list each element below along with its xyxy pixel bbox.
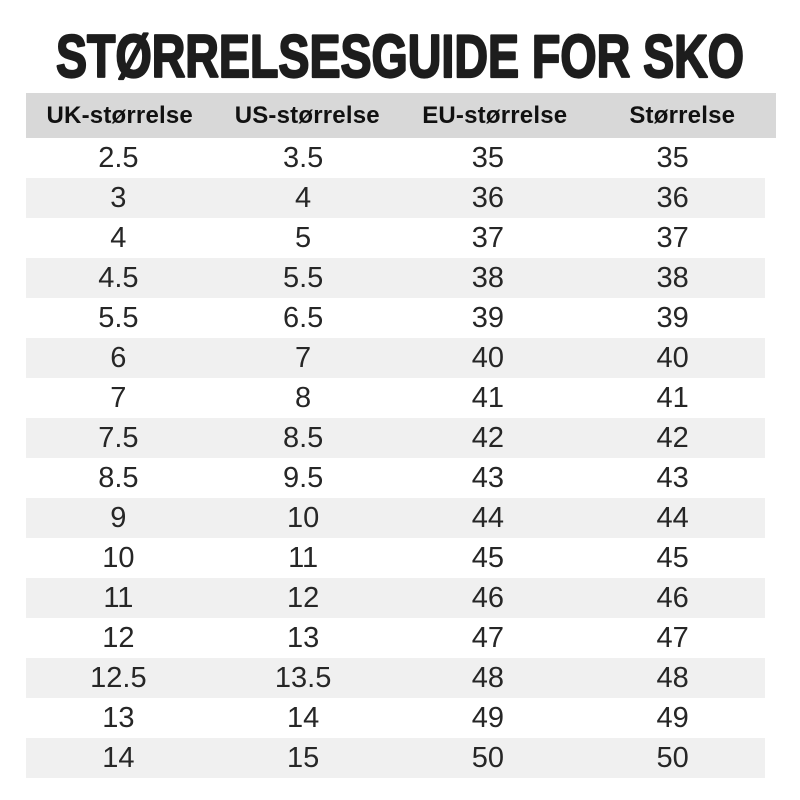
size-cell: 12 bbox=[102, 621, 135, 654]
table-row: 2.5 3.5 35 35 bbox=[26, 138, 765, 178]
size-cell: 48 bbox=[656, 661, 689, 694]
size-cell: 42 bbox=[471, 421, 504, 454]
size-cell: 4 bbox=[295, 181, 312, 214]
size-cell: 47 bbox=[656, 621, 689, 654]
size-cell: 45 bbox=[471, 541, 504, 574]
size-cell: 13 bbox=[286, 621, 320, 654]
column-header-uk: UK-størrelse bbox=[46, 101, 193, 129]
size-cell: 13.5 bbox=[274, 661, 332, 694]
size-cell: 41 bbox=[656, 381, 689, 414]
table-row: 6 7 40 40 bbox=[26, 338, 765, 378]
size-cell: 2.5 bbox=[98, 141, 139, 174]
size-cell: 4.5 bbox=[98, 261, 139, 294]
size-table-body: 2.5 3.5 35 35 3 4 36 36 4 5 37 37 4.5 5.5 38 38 5.5 6.5 39… bbox=[26, 138, 765, 778]
size-cell: 47 bbox=[471, 621, 504, 654]
table-row: 7.5 8.5 42 42 bbox=[26, 418, 765, 458]
table-row: 8.5 9.5 43 43 bbox=[26, 458, 765, 498]
size-guide-page: STØRRELSESGUIDE FOR SKO UK-størrelse US-… bbox=[0, 17, 800, 800]
size-cell: 41 bbox=[471, 381, 504, 414]
size-cell: 6.5 bbox=[282, 301, 324, 334]
table-row: 4 5 37 37 bbox=[26, 218, 765, 258]
table-row: 12 13 47 47 bbox=[26, 618, 765, 658]
size-cell: 13 bbox=[102, 701, 135, 734]
size-cell: 40 bbox=[656, 341, 689, 374]
size-cell: 7 bbox=[295, 341, 312, 374]
size-cell: 7.5 bbox=[98, 421, 139, 454]
page-title-svg: STØRRELSESGUIDE FOR SKO bbox=[55, 22, 745, 83]
size-cell: 42 bbox=[656, 421, 689, 454]
table-row: 11 12 46 46 bbox=[26, 578, 765, 618]
size-cell: 50 bbox=[656, 741, 689, 774]
table-row: 14 15 50 50 bbox=[26, 738, 765, 778]
size-cell: 3.5 bbox=[282, 141, 324, 174]
size-cell: 10 bbox=[102, 541, 135, 574]
size-cell: 44 bbox=[656, 501, 689, 534]
size-cell: 40 bbox=[471, 341, 504, 374]
table-row: 9 10 44 44 bbox=[26, 498, 765, 538]
column-header-us: US-størrelse bbox=[234, 101, 380, 129]
size-cell: 11 bbox=[103, 581, 134, 614]
size-cell: 48 bbox=[471, 661, 504, 694]
size-cell: 49 bbox=[471, 701, 504, 734]
size-cell: 3 bbox=[110, 181, 127, 214]
table-row: 4.5 5.5 38 38 bbox=[26, 258, 765, 298]
size-cell: 37 bbox=[656, 221, 689, 254]
size-cell: 38 bbox=[656, 261, 689, 294]
size-cell: 46 bbox=[471, 581, 504, 614]
table-row: 5.5 6.5 39 39 bbox=[26, 298, 765, 338]
size-cell: 6 bbox=[110, 341, 127, 374]
size-cell: 39 bbox=[656, 301, 689, 334]
size-cell: 10 bbox=[286, 501, 320, 534]
size-cell: 35 bbox=[471, 141, 504, 174]
table-row: 7 8 41 41 bbox=[26, 378, 765, 418]
size-cell: 50 bbox=[471, 741, 504, 774]
size-cell: 14 bbox=[102, 741, 135, 774]
size-cell: 46 bbox=[656, 581, 689, 614]
table-row: 3 4 36 36 bbox=[26, 178, 765, 218]
size-cell: 37 bbox=[471, 221, 504, 254]
table-row: 12.5 13.5 48 48 bbox=[26, 658, 765, 698]
size-cell: 5.5 bbox=[282, 261, 324, 294]
size-cell: 11 bbox=[288, 541, 319, 574]
size-cell: 35 bbox=[656, 141, 689, 174]
size-cell: 9.5 bbox=[282, 461, 324, 494]
size-cell: 49 bbox=[656, 701, 689, 734]
size-cell: 5 bbox=[295, 221, 312, 254]
size-cell: 12 bbox=[286, 581, 320, 614]
column-header-eu: EU-størrelse bbox=[422, 101, 568, 129]
column-header-size: Størrelse bbox=[629, 101, 736, 129]
size-cell: 15 bbox=[286, 741, 320, 774]
size-cell: 4 bbox=[110, 221, 127, 254]
size-cell: 38 bbox=[471, 261, 504, 294]
size-cell: 14 bbox=[286, 701, 320, 734]
page-title: STØRRELSESGUIDE FOR SKO bbox=[56, 23, 744, 83]
size-cell: 5.5 bbox=[98, 301, 139, 334]
size-table: UK-størrelse US-størrelse EU-størrelse S… bbox=[26, 93, 776, 778]
size-cell: 43 bbox=[471, 461, 504, 494]
table-row: 10 11 45 45 bbox=[26, 538, 765, 578]
size-table-header: UK-størrelse US-størrelse EU-størrelse S… bbox=[26, 93, 776, 138]
size-cell: 8.5 bbox=[98, 461, 139, 494]
size-cell: 12.5 bbox=[90, 661, 147, 694]
size-cell: 43 bbox=[656, 461, 689, 494]
size-cell: 44 bbox=[471, 501, 504, 534]
size-cell: 8 bbox=[295, 381, 312, 414]
table-row: 13 14 49 49 bbox=[26, 698, 765, 738]
size-cell: 9 bbox=[110, 501, 127, 534]
size-cell: 36 bbox=[471, 181, 504, 214]
size-cell: 36 bbox=[656, 181, 689, 214]
title-wrap: STØRRELSESGUIDE FOR SKO bbox=[0, 17, 800, 83]
size-cell: 7 bbox=[110, 381, 127, 414]
size-cell: 45 bbox=[656, 541, 689, 574]
size-cell: 8.5 bbox=[282, 421, 324, 454]
size-cell: 39 bbox=[471, 301, 504, 334]
